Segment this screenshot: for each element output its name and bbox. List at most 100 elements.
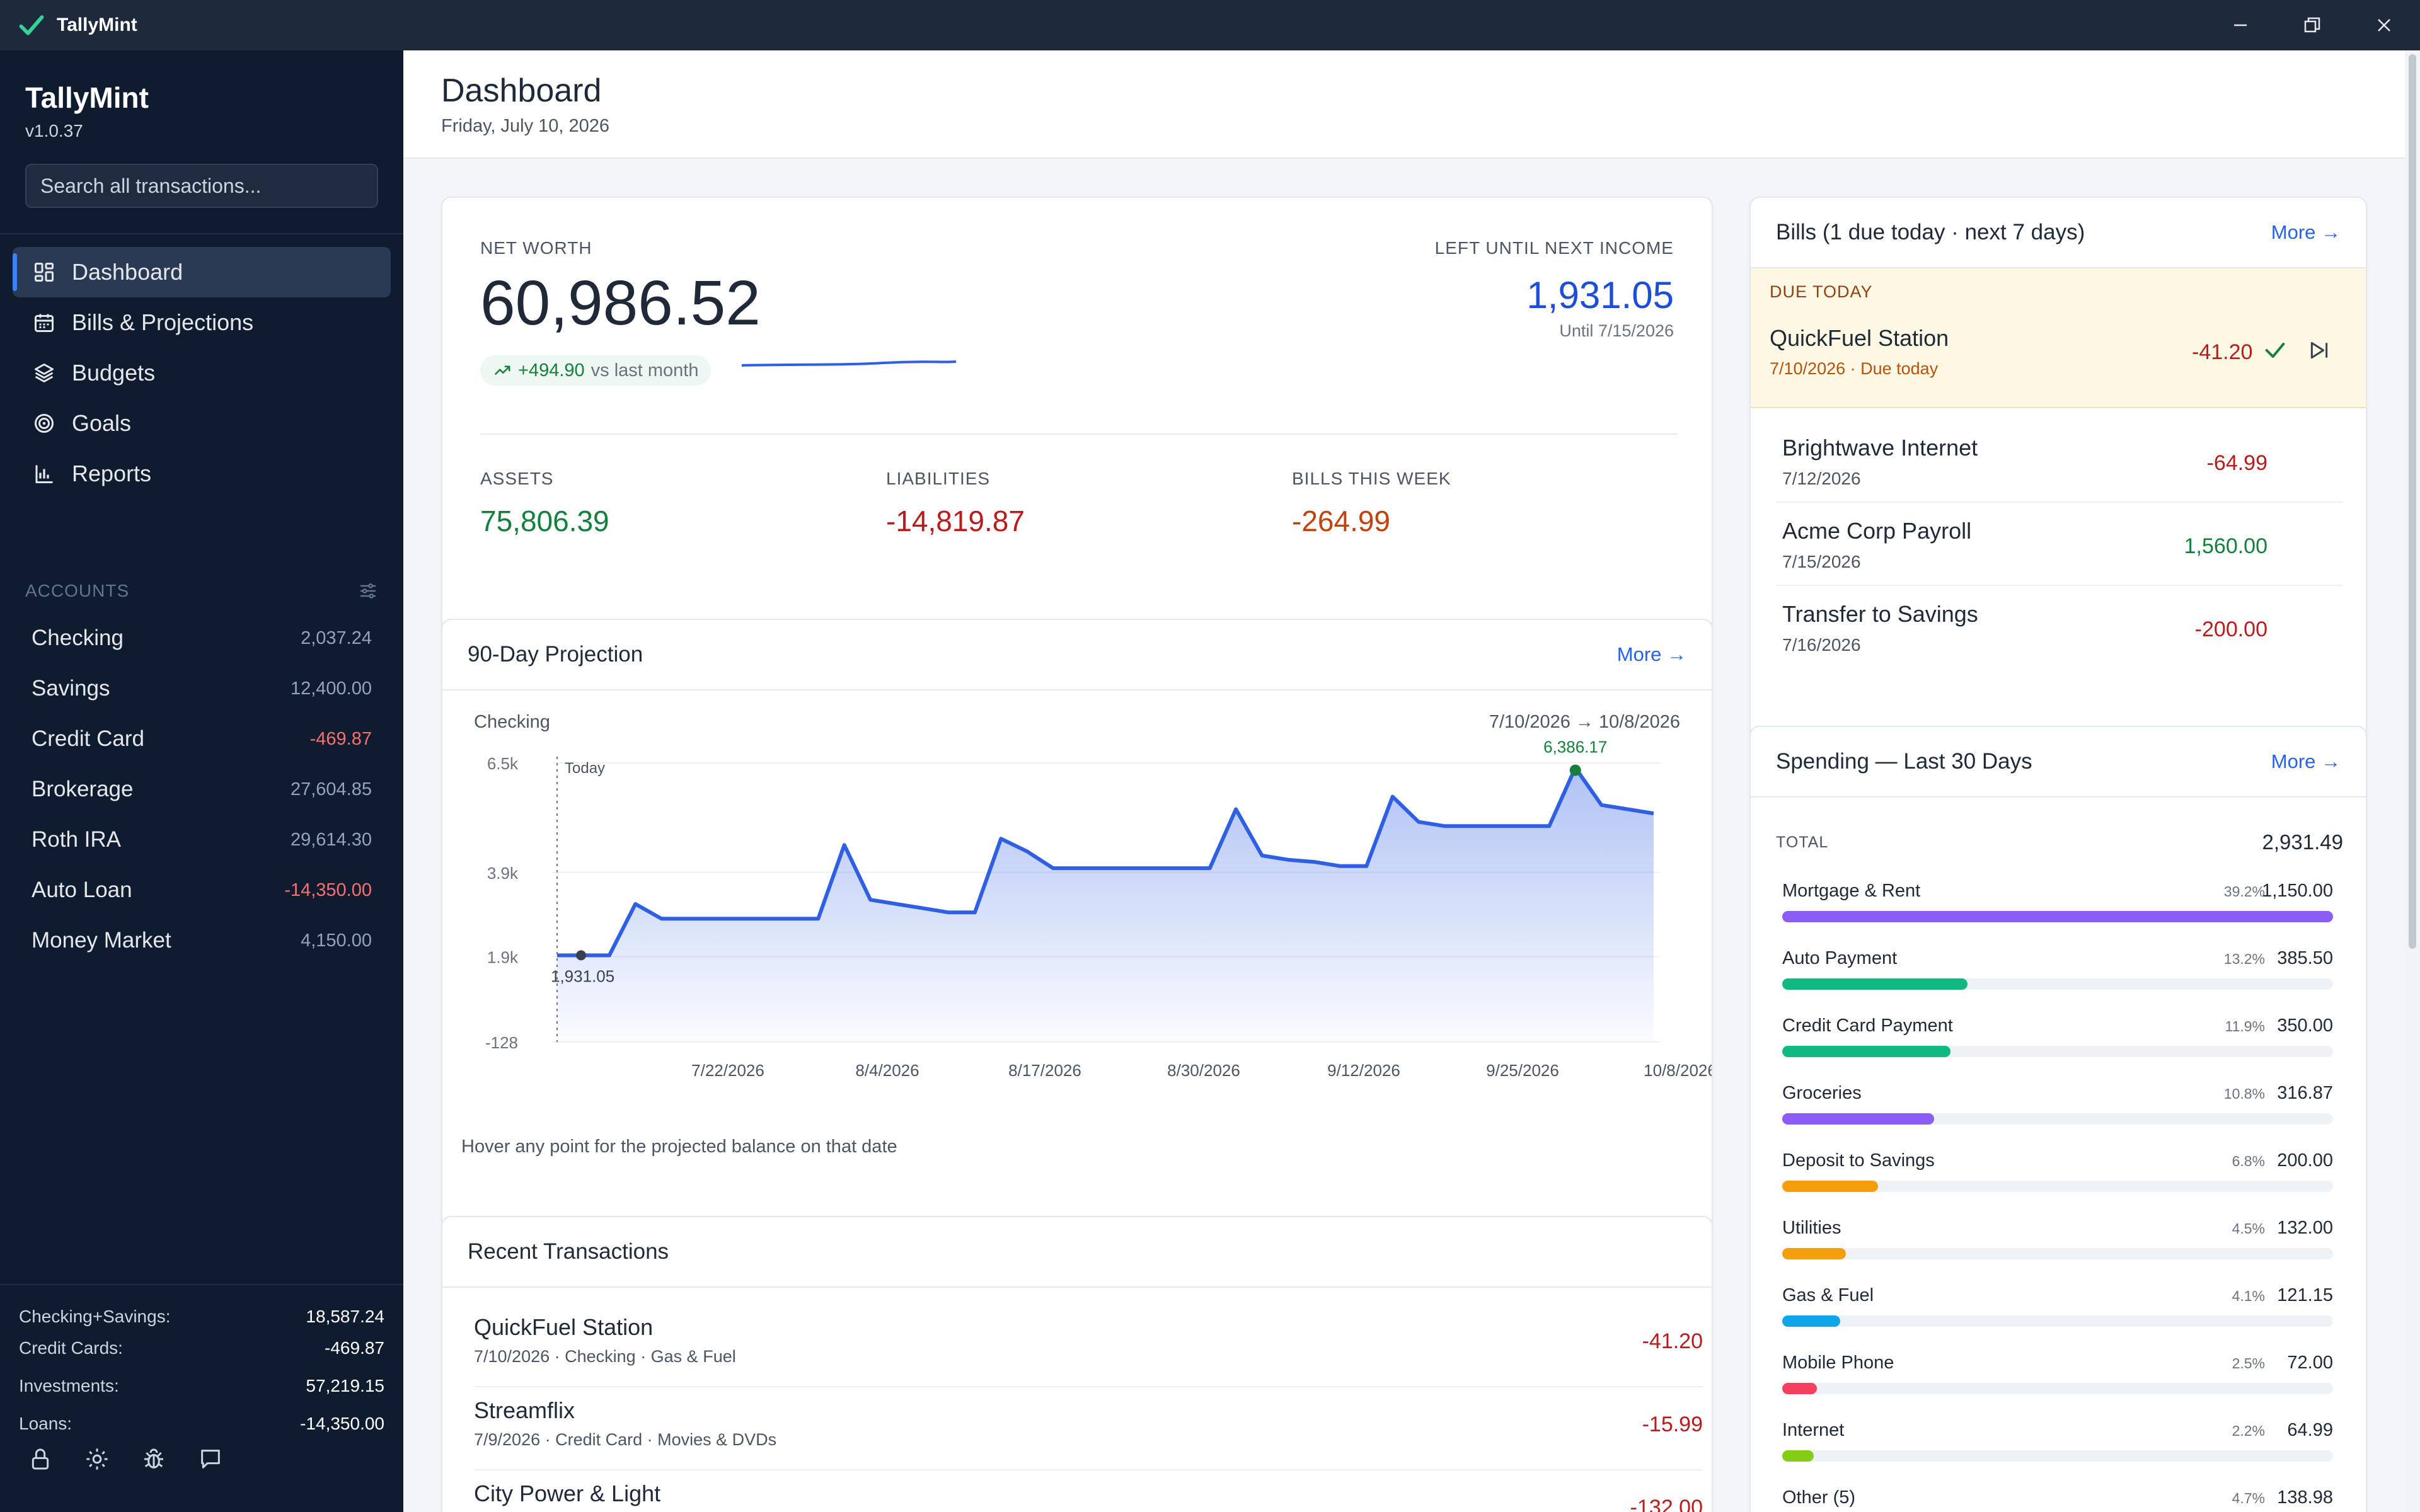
projection-line bbox=[557, 765, 1654, 958]
category-bar-fill bbox=[1782, 978, 1968, 990]
transaction-name: City Power & Light bbox=[474, 1480, 661, 1506]
bug-icon[interactable] bbox=[141, 1446, 166, 1472]
spending-category-row[interactable]: Mobile Phone 2.5% 72.00 bbox=[1782, 1353, 2333, 1420]
nav-item-goals[interactable]: Goals bbox=[13, 398, 391, 449]
bill-date: 7/15/2026 bbox=[1782, 552, 1861, 571]
summary-value: 18,587.24 bbox=[306, 1307, 384, 1326]
x-tick-label: 10/8/2026 bbox=[1644, 1061, 1712, 1080]
today-value-label: 1,931.05 bbox=[551, 966, 614, 985]
nav-item-reports[interactable]: Reports bbox=[13, 449, 391, 499]
summary-row: Checking+Savings: 18,587.24 bbox=[19, 1307, 384, 1327]
account-item-savings[interactable]: Savings 12,400.00 bbox=[32, 663, 372, 714]
assets-value: 75,806.39 bbox=[480, 505, 609, 537]
projection-card: 90-Day Projection More → Checking 7/10/2… bbox=[441, 619, 1713, 1228]
spending-category-row[interactable]: Mortgage & Rent 39.2% 1,150.00 bbox=[1782, 881, 2333, 948]
transaction-row[interactable]: Streamflix 7/9/2026 · Credit Card · Movi… bbox=[474, 1387, 1703, 1470]
category-bar-fill bbox=[1782, 1248, 1846, 1259]
account-name: Auto Loan bbox=[32, 878, 132, 902]
account-item-money-market[interactable]: Money Market 4,150.00 bbox=[32, 915, 372, 966]
category-amount: 1,150.00 bbox=[2262, 881, 2333, 901]
bill-amount: -41.20 bbox=[2192, 340, 2253, 364]
scrollbar-thumb[interactable] bbox=[2409, 54, 2416, 949]
recent-transactions-title: Recent Transactions bbox=[468, 1239, 669, 1264]
page-date: Friday, July 10, 2026 bbox=[441, 116, 610, 136]
bill-row[interactable]: Brightwave Internet 7/12/2026 -64.99 bbox=[1776, 420, 2343, 503]
y-tick-label: -128 bbox=[485, 1033, 518, 1052]
nav-item-dashboard[interactable]: Dashboard bbox=[13, 247, 391, 297]
spending-category-row[interactable]: Internet 2.2% 64.99 bbox=[1782, 1420, 2333, 1487]
chat-icon[interactable] bbox=[198, 1446, 223, 1472]
page-title: Dashboard bbox=[441, 72, 602, 109]
divider bbox=[0, 233, 403, 234]
bill-row[interactable]: Acme Corp Payroll 7/15/2026 1,560.00 bbox=[1776, 503, 2343, 586]
page-header: Dashboard Friday, July 10, 2026 bbox=[403, 50, 2405, 159]
left-until-income-label: LEFT UNTIL NEXT INCOME bbox=[1434, 238, 1674, 258]
transaction-name: Streamflix bbox=[474, 1397, 575, 1423]
bill-date: 7/16/2026 bbox=[1782, 635, 1861, 655]
account-item-credit-card[interactable]: Credit Card -469.87 bbox=[32, 714, 372, 764]
accounts-header-label: ACCOUNTS bbox=[25, 581, 130, 600]
minimize-icon bbox=[2234, 24, 2247, 26]
bill-name: Brightwave Internet bbox=[1782, 435, 1978, 461]
layers-icon bbox=[32, 360, 57, 386]
bill-name: Acme Corp Payroll bbox=[1782, 518, 1972, 544]
projection-chart[interactable]: 6.5k 3.9k 1.9k -128 Today 1,931.05 6,386.17 7/2… bbox=[442, 740, 1712, 1118]
x-tick-label: 8/4/2026 bbox=[855, 1061, 919, 1080]
accounts-list: Checking 2,037.24 Savings 12,400.00 Cred… bbox=[32, 613, 372, 966]
spending-category-row[interactable]: Deposit to Savings 6.8% 200.00 bbox=[1782, 1150, 2333, 1218]
bill-row[interactable]: Transfer to Savings 7/16/2026 -200.00 bbox=[1776, 586, 2343, 669]
summary-row: Investments: 57,219.15 bbox=[19, 1376, 384, 1396]
spending-category-row[interactable]: Utilities 4.5% 132.00 bbox=[1782, 1218, 2333, 1285]
lock-icon[interactable] bbox=[28, 1446, 53, 1472]
gear-icon[interactable] bbox=[84, 1446, 110, 1472]
minimize-button[interactable] bbox=[2204, 0, 2276, 50]
filter-settings-icon[interactable] bbox=[358, 581, 378, 601]
mark-paid-check-icon[interactable] bbox=[2262, 338, 2288, 363]
nav-item-label: Goals bbox=[72, 410, 132, 436]
spending-category-row[interactable]: Groceries 10.8% 316.87 bbox=[1782, 1083, 2333, 1150]
nav-item-budgets[interactable]: Budgets bbox=[13, 348, 391, 398]
account-item-roth-ira[interactable]: Roth IRA 29,614.30 bbox=[32, 815, 372, 865]
app-logo-icon bbox=[19, 15, 44, 35]
spending-category-row[interactable]: Auto Payment 13.2% 385.50 bbox=[1782, 948, 2333, 1016]
projection-more-link[interactable]: More → bbox=[1616, 643, 1686, 665]
search-input[interactable]: Search all transactions... bbox=[25, 164, 378, 208]
title-bar: TallyMint bbox=[0, 0, 2420, 50]
category-bar-track bbox=[1782, 1046, 2333, 1057]
category-percent: 2.5% bbox=[2232, 1355, 2265, 1372]
account-name: Roth IRA bbox=[32, 827, 121, 852]
skip-icon[interactable] bbox=[2307, 338, 2332, 363]
account-item-checking[interactable]: Checking 2,037.24 bbox=[32, 613, 372, 663]
sidebar-toolbar bbox=[28, 1446, 223, 1472]
main-scrollbar[interactable] bbox=[2405, 50, 2420, 1512]
main-content: Dashboard Friday, July 10, 2026 NET WORT… bbox=[403, 50, 2420, 1512]
main-nav: Dashboard Bills & Projections Budgets Go… bbox=[13, 247, 391, 499]
target-icon bbox=[32, 411, 57, 436]
category-bar-track bbox=[1782, 1383, 2333, 1394]
account-item-auto-loan[interactable]: Auto Loan -14,350.00 bbox=[32, 865, 372, 915]
bills-more-link[interactable]: More → bbox=[2271, 221, 2341, 243]
transaction-row[interactable]: City Power & Light -132.00 bbox=[474, 1470, 1703, 1512]
dashboard-icon bbox=[32, 260, 57, 285]
restore-button[interactable] bbox=[2276, 0, 2348, 50]
nav-item-bills-projections[interactable]: Bills & Projections bbox=[13, 297, 391, 348]
transaction-row[interactable]: QuickFuel Station 7/10/2026 · Checking ·… bbox=[474, 1304, 1703, 1387]
spending-more-link[interactable]: More → bbox=[2271, 750, 2341, 772]
account-balance: 29,614.30 bbox=[290, 829, 372, 850]
spending-category-row[interactable]: Credit Card Payment 11.9% 350.00 bbox=[1782, 1016, 2333, 1083]
assets-stat: ASSETS 75,806.39 bbox=[480, 469, 609, 538]
y-tick-label: 1.9k bbox=[487, 948, 519, 966]
transaction-meta: 7/10/2026 · Checking · Gas & Fuel bbox=[474, 1347, 736, 1366]
close-button[interactable] bbox=[2348, 0, 2420, 50]
assets-label: ASSETS bbox=[480, 469, 554, 488]
recent-transactions-card: Recent Transactions QuickFuel Station 7/… bbox=[441, 1216, 1713, 1512]
due-today-bill[interactable]: DUE TODAY QuickFuel Station 7/10/2026 · … bbox=[1751, 268, 2366, 408]
projection-card-header: 90-Day Projection More → bbox=[442, 620, 1712, 690]
category-percent: 4.7% bbox=[2232, 1490, 2265, 1506]
account-item-brokerage[interactable]: Brokerage 27,604.85 bbox=[32, 764, 372, 815]
spending-category-row[interactable]: Other (5) 4.7% 138.98 bbox=[1782, 1487, 2333, 1512]
y-tick-label: 6.5k bbox=[487, 754, 519, 773]
spending-category-row[interactable]: Gas & Fuel 4.1% 121.15 bbox=[1782, 1285, 2333, 1353]
account-balance: 12,400.00 bbox=[290, 678, 372, 699]
category-bar-track bbox=[1782, 1181, 2333, 1192]
